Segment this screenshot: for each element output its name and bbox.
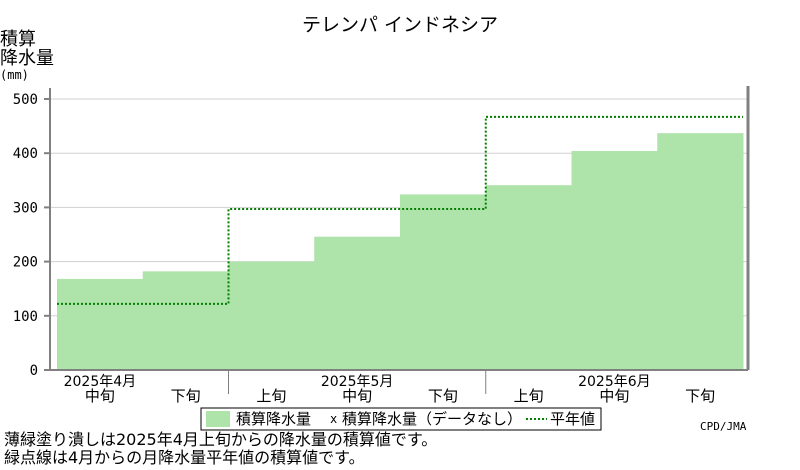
y-axis-label-line1: 積算 [0,29,36,50]
footnote-normal: 緑点線は4月からの月降水量平年値の積算値です。 [4,448,365,467]
y-axis-unit: (mm) [0,68,29,82]
normal-value-line [57,115,743,305]
legend-nodata-marker: x [330,412,337,426]
y-tick-label: 0 [30,363,38,379]
x-tick-label: 下旬 [428,387,458,405]
x-tick-label: 中旬 [599,387,629,405]
area-step-bar [314,236,401,370]
x-tick-label: 上旬 [256,387,286,405]
footnote-fill: 薄緑塗り潰しは2025年4月上旬からの降水量の積算値です。 [4,430,438,449]
y-tick-label: 100 [13,309,38,325]
area-step-bar [485,185,572,370]
area-step-bar [142,271,229,370]
y-tick-label: 400 [13,146,38,162]
chart-title: テレンパ インドネシア [301,14,499,36]
legend-fill-label: 積算降水量 [236,410,311,428]
y-tick-label: 300 [13,200,38,216]
footnotes: 薄緑塗り潰しは2025年4月上旬からの降水量の積算値です。 緑点線は4月からの月… [4,431,437,467]
y-axis-label-line2: 降水量 [0,48,54,69]
area-step-bar [657,133,744,370]
legend-box [200,407,602,431]
x-tick-label: 中旬 [342,387,372,405]
area-step-bar [228,261,315,370]
month-label: 2025年5月 [321,374,394,390]
axes [49,86,750,371]
month-labels: 2025年4月 2025年5月 2025年6月 [64,374,651,390]
legend-fill-swatch [206,411,230,427]
x-tick-label: 下旬 [685,387,715,405]
y-axis-label: 積算 降水量 (mm) [0,30,54,82]
y-tick-label: 500 [13,92,38,108]
y-tick-label: 200 [13,255,38,271]
month-label: 2025年4月 [64,374,137,390]
y-tick-labels: 0 100 200 300 400 500 [13,92,38,379]
area-step-bar [400,194,487,370]
accumulated-precip-area [57,133,744,370]
month-label: 2025年6月 [578,374,651,390]
x-tick-label: 中旬 [85,387,115,405]
legend-normal-label: 平年値 [550,410,595,428]
credit-text: CPD/JMA [700,420,747,433]
legend: 積算降水量 x 積算降水量（データなし） 平年値 [200,407,602,431]
area-step-bar [57,278,144,370]
x-tick-label: 上旬 [514,387,544,405]
x-tick-labels: 中旬 下旬 上旬 中旬 下旬 上旬 中旬 下旬 [85,370,715,405]
area-step-bar [571,151,658,370]
legend-nodata-label: 積算降水量（データなし） [342,410,522,428]
x-tick-label: 下旬 [171,387,201,405]
